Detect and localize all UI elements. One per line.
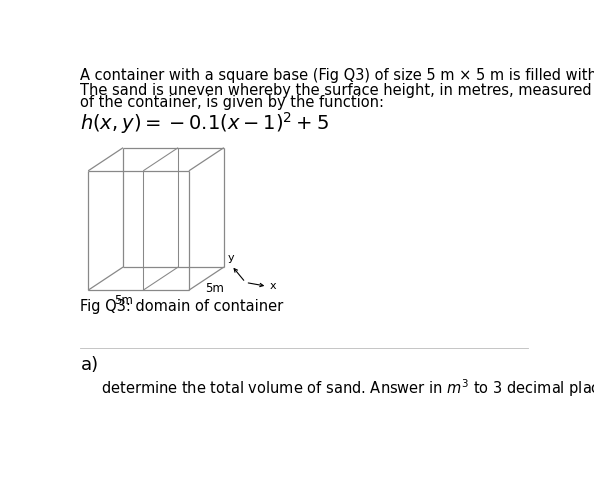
Text: The sand is uneven whereby the surface height, in metres, measured from the bott: The sand is uneven whereby the surface h… (80, 83, 594, 98)
Text: a): a) (80, 356, 99, 374)
Text: 5m: 5m (114, 294, 133, 307)
Text: 5m: 5m (205, 282, 224, 295)
Text: of the container, is given by the function:: of the container, is given by the functi… (80, 95, 384, 109)
Text: A container with a square base (Fig Q3) of size 5 m × 5 m is filled with sand.: A container with a square base (Fig Q3) … (80, 68, 594, 83)
Text: $h(x,y) = -0.1(x-1)^2 + 5$: $h(x,y) = -0.1(x-1)^2 + 5$ (80, 110, 329, 136)
Text: x: x (270, 282, 276, 291)
Text: Fig Q3: domain of container: Fig Q3: domain of container (80, 299, 284, 314)
Text: determine the total volume of sand. Answer in $\mathit{m}^3$ to 3 decimal place : determine the total volume of sand. Answ… (102, 377, 594, 399)
Text: y: y (228, 253, 234, 263)
